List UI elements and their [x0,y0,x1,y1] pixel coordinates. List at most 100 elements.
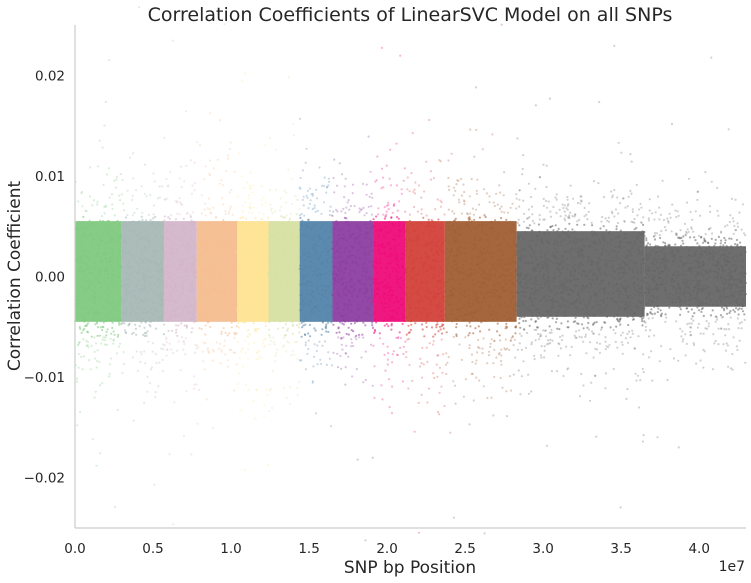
data-point [623,270,626,273]
data-point [510,231,513,234]
data-point [108,196,111,199]
data-point [470,372,473,375]
data-point [192,220,195,223]
data-point [107,219,110,222]
data-point [447,261,450,265]
data-point [362,381,365,384]
data-point [552,301,555,304]
data-point [239,234,242,238]
data-point [512,239,516,242]
data-point [473,312,476,315]
data-point [610,274,613,277]
data-point [404,249,407,252]
data-point [343,277,346,280]
data-point [423,245,426,248]
data-point [250,270,253,273]
data-point [182,292,185,295]
data-point [310,284,314,287]
data-point [123,322,126,325]
data-point [136,241,139,245]
data-point [496,289,499,292]
data-point [330,227,333,230]
data-point [458,343,461,346]
data-point [611,196,614,199]
data-point [235,269,238,272]
data-point [433,295,436,298]
data-point [372,260,375,263]
data-point [84,324,87,328]
data-point [208,293,211,296]
data-point [350,277,353,280]
data-point [416,233,420,236]
data-point [182,228,185,231]
data-point [480,238,483,241]
data-point [571,247,574,250]
data-point [346,288,349,291]
data-point [307,218,310,221]
data-point [311,247,314,250]
data-point [600,283,603,286]
data-point [270,288,273,291]
data-point [500,359,503,363]
data-point [485,192,488,195]
data-point [246,335,249,338]
data-point [590,330,594,333]
data-point [551,224,554,228]
data-point [526,217,529,220]
data-point [219,275,222,278]
data-point [317,304,320,307]
data-point [259,257,263,260]
data-point [247,224,250,227]
data-point [187,301,190,304]
data-point [208,269,211,272]
data-point [375,179,378,182]
data-point [301,169,304,172]
data-point [350,285,353,289]
data-point [590,381,593,384]
data-point [553,277,557,280]
data-point [105,173,108,176]
data-point [470,177,473,181]
data-point [448,188,451,191]
data-point [613,315,616,318]
data-point [200,327,203,331]
data-point [425,319,428,322]
data-point [300,359,303,362]
data-point [227,210,230,213]
data-point [374,260,378,264]
data-point [213,281,217,284]
data-point [256,291,259,295]
data-point [142,261,145,264]
data-point [298,267,301,270]
data-point [460,177,463,180]
data-point [150,288,153,291]
data-point [623,267,626,270]
data-point [190,223,193,226]
data-point [388,315,391,318]
data-point [373,328,376,332]
data-point [389,229,392,232]
data-point [279,246,282,250]
data-point [288,248,291,251]
data-point [242,264,245,268]
data-point [345,217,348,220]
data-point [132,229,135,232]
data-point [477,296,480,299]
data-point [395,184,398,187]
data-point [373,244,376,247]
data-point [468,216,471,219]
data-point [590,221,593,224]
data-point [598,351,602,354]
data-point [389,300,392,303]
data-point [610,238,613,241]
data-point [641,312,644,315]
data-point [332,277,335,280]
data-point [388,276,391,279]
data-point [180,336,184,339]
data-point [577,271,581,274]
data-point [204,214,207,217]
data-point [298,359,302,362]
data-point [385,210,388,213]
data-point [363,254,366,257]
data-point [365,287,368,290]
